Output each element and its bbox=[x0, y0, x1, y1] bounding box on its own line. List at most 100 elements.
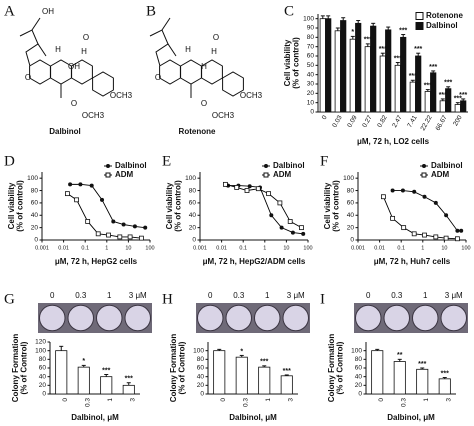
x-tick-label: 10 bbox=[441, 245, 447, 251]
atom-label: OCH3 bbox=[110, 91, 133, 100]
significance: * bbox=[82, 358, 85, 365]
x-tick-label: 0.001 bbox=[193, 245, 207, 251]
legend-label: Dalbinol bbox=[426, 21, 458, 30]
y-tick-label: 50 bbox=[307, 62, 315, 69]
y-tick-label: 30 bbox=[307, 81, 315, 88]
legend-swatch bbox=[415, 22, 424, 30]
point bbox=[139, 235, 144, 241]
bar bbox=[416, 368, 429, 395]
bar bbox=[55, 350, 68, 395]
x-tick-label: 1 bbox=[107, 398, 114, 402]
point bbox=[234, 185, 240, 190]
legend-label: ADM bbox=[273, 170, 292, 179]
point bbox=[412, 189, 417, 194]
x-tick-label: 0 bbox=[378, 398, 385, 402]
legend-marker bbox=[264, 164, 268, 168]
x-tick-label: 0 bbox=[220, 398, 227, 402]
x-tick-label: 1 bbox=[263, 245, 266, 251]
atom-label: OCH3 bbox=[240, 91, 263, 100]
panel-letter: G bbox=[4, 291, 15, 307]
bar bbox=[235, 356, 248, 395]
y-tick-label: 40 bbox=[39, 373, 47, 380]
y-axis-label: Colony Formation bbox=[11, 334, 20, 403]
bar bbox=[394, 64, 401, 113]
point bbox=[455, 228, 460, 233]
y-tick-label: 60 bbox=[189, 200, 197, 207]
legend-label: Rotenone bbox=[426, 11, 463, 20]
atom-label: OH bbox=[42, 7, 54, 16]
plate-label: 1 bbox=[423, 291, 428, 300]
x-tick-label: 100 bbox=[145, 245, 154, 251]
y-axis-label: (% of Control) bbox=[178, 341, 187, 394]
y-axis-label: (% of control) bbox=[16, 180, 25, 232]
point bbox=[287, 219, 293, 224]
y-tick-label: 100 bbox=[351, 347, 362, 354]
ring bbox=[159, 59, 181, 85]
panel-letter: F bbox=[320, 153, 328, 169]
plate-label: 0 bbox=[208, 291, 213, 300]
y-axis-label: (% of Control) bbox=[20, 341, 29, 394]
x-tick-label: 10 bbox=[283, 245, 289, 251]
legend-marker bbox=[106, 164, 110, 168]
bar bbox=[77, 366, 90, 395]
atom-label: H bbox=[55, 45, 61, 54]
y-tick-label: 60 bbox=[197, 365, 205, 372]
x-tick-label: 0.03 bbox=[331, 114, 344, 129]
x-tick-label: 1 bbox=[105, 245, 108, 251]
point bbox=[85, 219, 91, 224]
y-tick-label: 40 bbox=[31, 212, 39, 219]
x-tick-label: 0.1 bbox=[239, 245, 247, 251]
panel-letter: B bbox=[146, 3, 156, 19]
bar bbox=[100, 376, 113, 395]
atom-label: O bbox=[201, 99, 207, 108]
y-tick-label: 80 bbox=[197, 356, 205, 363]
significance: *** bbox=[454, 96, 462, 103]
significance: *** bbox=[399, 27, 407, 34]
plate-label: 1 bbox=[265, 291, 270, 300]
bar bbox=[370, 25, 377, 113]
plate-label: 3 μM bbox=[445, 291, 463, 300]
x-tick-label: 0.3 bbox=[400, 398, 407, 407]
x-tick-label: 22.22 bbox=[420, 114, 434, 132]
y-axis-label: Colony Formation bbox=[327, 334, 336, 403]
legend-marker bbox=[105, 172, 111, 178]
y-tick-label: 60 bbox=[307, 53, 315, 60]
y-tick-label: 20 bbox=[355, 382, 363, 389]
x-tick-label: 3 bbox=[129, 398, 136, 402]
furan bbox=[155, 43, 177, 67]
significance: * bbox=[240, 348, 243, 355]
y-tick-label: 100 bbox=[27, 175, 38, 182]
bar bbox=[445, 88, 452, 113]
y-tick-label: 40 bbox=[355, 373, 363, 380]
point bbox=[143, 225, 148, 230]
x-tick-label: 10 bbox=[125, 245, 131, 251]
significance: *** bbox=[418, 361, 426, 368]
point bbox=[255, 186, 261, 192]
plate-label: 0.3 bbox=[75, 291, 87, 300]
bar bbox=[409, 81, 416, 113]
point bbox=[400, 188, 405, 193]
legend-marker bbox=[421, 172, 427, 178]
y-tick-label: 80 bbox=[355, 356, 363, 363]
bar bbox=[385, 29, 392, 113]
point bbox=[223, 181, 228, 187]
y-tick-label: 120 bbox=[35, 339, 46, 346]
bar bbox=[393, 361, 406, 395]
bar bbox=[460, 100, 467, 113]
point bbox=[459, 228, 464, 233]
ring bbox=[222, 71, 244, 97]
significance: *** bbox=[364, 37, 372, 44]
x-tick-label: 0.1 bbox=[397, 245, 405, 251]
x-tick-label: 0.01 bbox=[58, 245, 69, 251]
bar bbox=[454, 104, 461, 113]
plate-well bbox=[67, 304, 94, 332]
point bbox=[301, 231, 306, 236]
point bbox=[78, 182, 83, 187]
legend-label: Dalbinol bbox=[431, 161, 463, 170]
y-axis-label: (% of control) bbox=[332, 180, 341, 232]
plate-well bbox=[282, 304, 309, 332]
significance: *** bbox=[283, 368, 291, 375]
x-tick-label: 0.27 bbox=[361, 114, 374, 129]
y-tick-label: 20 bbox=[189, 224, 197, 231]
plate-well bbox=[383, 304, 410, 332]
